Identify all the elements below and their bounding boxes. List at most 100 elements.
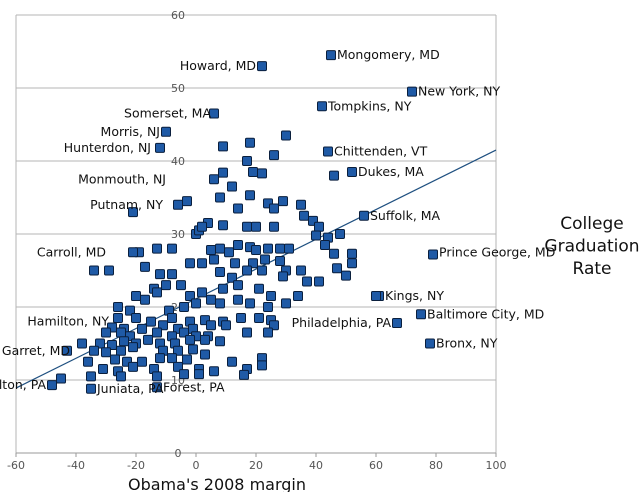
data-point (146, 316, 156, 327)
data-point (200, 334, 210, 345)
data-point (269, 150, 279, 161)
data-point (251, 221, 261, 232)
data-point (281, 130, 291, 141)
data-point (83, 356, 93, 367)
x-tick-label: 100 (486, 459, 507, 472)
data-point (302, 276, 312, 287)
data-point (317, 101, 327, 112)
data-point (128, 342, 138, 353)
data-point (263, 327, 273, 338)
data-point (275, 243, 285, 254)
data-point (329, 170, 339, 181)
point-annotations: Howard, MD Mongomery, MD New York, NY Somer… (0, 47, 555, 396)
data-point (227, 272, 237, 283)
data-point (101, 347, 111, 358)
x-tick-label: 0 (193, 459, 200, 472)
data-point (347, 248, 357, 259)
data-point (299, 210, 309, 221)
data-point (101, 327, 111, 338)
data-point (206, 294, 216, 305)
data-point (347, 258, 357, 269)
data-point (233, 203, 243, 214)
data-point (257, 168, 267, 179)
data-point (278, 196, 288, 207)
data-point (233, 280, 243, 291)
data-point (257, 61, 267, 72)
data-point (266, 291, 276, 302)
data-point (248, 258, 258, 269)
data-point (182, 196, 192, 207)
data-point (194, 369, 204, 380)
data-point (131, 291, 141, 302)
data-point (197, 287, 207, 298)
data-point (116, 327, 126, 338)
data-point (263, 243, 273, 254)
data-point (152, 327, 162, 338)
x-axis-ticks: -60 -40 -20 0 20 40 60 80 100 (7, 453, 507, 472)
data-point (260, 254, 270, 265)
data-point (167, 353, 177, 364)
point-annotation: Hunterdon, NJ (64, 140, 151, 155)
data-point (47, 380, 57, 391)
data-point (161, 280, 171, 291)
data-point (341, 270, 351, 281)
data-point (242, 221, 252, 232)
data-point (218, 220, 228, 231)
data-point (98, 364, 108, 375)
data-point (137, 323, 147, 334)
data-point (242, 327, 252, 338)
point-annotation: Fulton, PA (0, 377, 46, 392)
data-point (314, 221, 324, 232)
data-point (119, 336, 129, 347)
x-tick-label: 60 (369, 459, 383, 472)
data-point (224, 247, 234, 258)
data-point (329, 248, 339, 259)
point-annotation: Kings, NY (385, 288, 444, 303)
data-point (257, 360, 267, 371)
data-point (293, 291, 303, 302)
data-point (296, 265, 306, 276)
point-annotation: Juniata, PA (96, 381, 164, 396)
data-point (152, 243, 162, 254)
data-point (155, 353, 165, 364)
data-point (209, 254, 219, 265)
data-point (107, 339, 117, 350)
data-point (167, 269, 177, 280)
point-annotation: Chittenden, VT (334, 144, 428, 159)
data-point (263, 302, 273, 312)
data-point (77, 338, 87, 349)
data-point (269, 221, 279, 232)
data-point (239, 369, 249, 380)
data-point (125, 305, 135, 316)
data-point (155, 269, 165, 280)
data-point (269, 320, 279, 331)
data-point (248, 166, 258, 177)
data-point (185, 334, 195, 345)
data-point (245, 298, 255, 309)
x-axis-label: Obama's 2008 margin (128, 475, 306, 492)
data-point (173, 345, 183, 356)
data-point (113, 302, 123, 312)
y-axis-label-line: Rate (573, 259, 612, 279)
data-point (56, 373, 66, 384)
point-annotation: Baltimore City, MD (427, 306, 544, 321)
data-point (140, 261, 150, 272)
data-point (179, 369, 189, 380)
y-tick-label: 40 (171, 155, 185, 168)
data-point (215, 336, 225, 347)
data-point (275, 256, 285, 267)
data-point (281, 298, 291, 309)
point-annotation: Philadelphia, PA (292, 315, 392, 330)
data-point (128, 361, 138, 372)
data-point (428, 249, 438, 260)
data-point (128, 247, 138, 258)
data-point (197, 258, 207, 269)
y-tick-label: 50 (171, 82, 185, 95)
data-point (131, 312, 141, 323)
data-point (314, 276, 324, 287)
data-point (254, 283, 264, 294)
data-point (425, 338, 435, 349)
data-point (416, 309, 426, 320)
data-point (62, 345, 72, 356)
